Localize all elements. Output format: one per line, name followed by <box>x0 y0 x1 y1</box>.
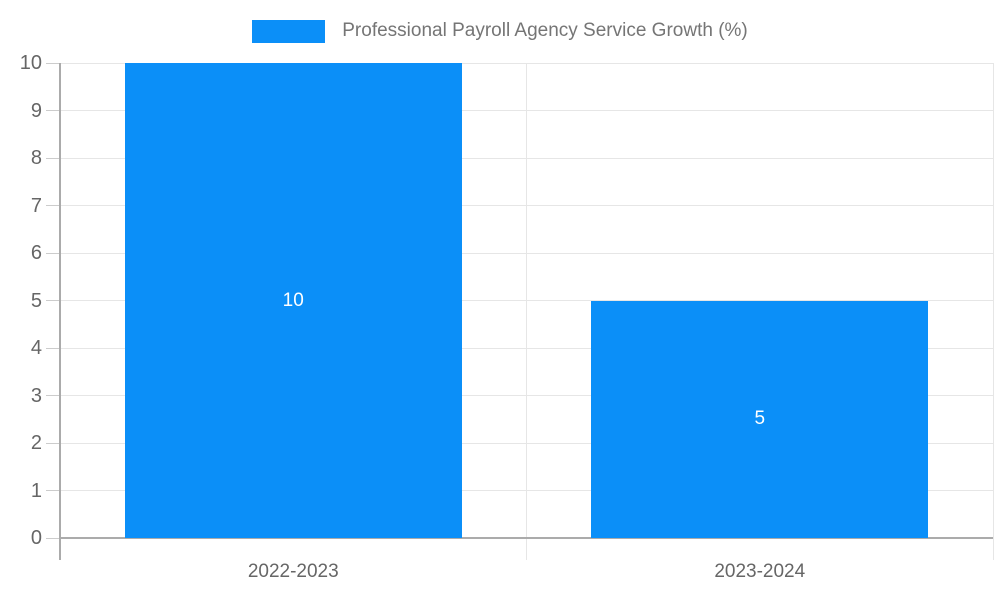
y-axis-tick <box>46 490 60 491</box>
y-tick-label: 3 <box>30 384 42 407</box>
y-axis-tick <box>46 205 60 206</box>
y-axis-tick <box>46 252 60 254</box>
y-axis-tick <box>46 62 60 64</box>
x-tick-label: 2023-2024 <box>714 561 806 582</box>
category-separator <box>992 63 994 560</box>
y-axis-tick <box>46 395 60 396</box>
y-tick-label: 7 <box>30 194 42 217</box>
chart-legend: Professional Payroll Agency Service Grow… <box>0 18 1000 44</box>
y-tick-label: 1 <box>30 479 42 502</box>
y-tick-label: 0 <box>30 527 42 549</box>
legend-label: Professional Payroll Agency Service Grow… <box>342 20 748 41</box>
y-tick-label: 10 <box>19 52 42 74</box>
y-axis-tick <box>46 300 60 301</box>
y-tick-label: 2 <box>30 432 42 454</box>
y-tick-label: 5 <box>30 289 42 312</box>
y-tick-label: 9 <box>30 99 42 122</box>
bar[interactable] <box>124 63 462 538</box>
bar[interactable] <box>591 300 929 538</box>
x-axis-line <box>58 537 993 539</box>
y-axis-tick <box>46 347 60 349</box>
y-axis-tick <box>46 537 60 539</box>
y-axis-tick <box>46 110 60 111</box>
y-axis-line <box>58 63 61 560</box>
bar-value-label: 10 <box>282 289 304 311</box>
y-axis-tick <box>46 157 60 159</box>
x-tick-label: 2022-2023 <box>247 561 339 582</box>
y-tick-label: 6 <box>30 242 42 264</box>
y-tick-label: 8 <box>30 147 42 169</box>
legend-color-swatch <box>252 19 326 43</box>
y-axis-tick <box>46 442 60 444</box>
y-tick-label: 4 <box>30 337 42 359</box>
bar-value-label: 5 <box>754 408 766 430</box>
category-separator <box>526 63 527 560</box>
